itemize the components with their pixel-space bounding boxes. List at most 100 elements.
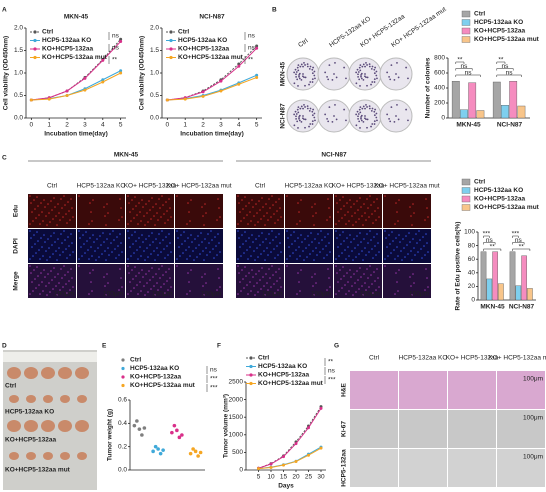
- cell: [214, 236, 216, 238]
- x-tick-label: 5: [257, 474, 261, 481]
- cell: [342, 196, 344, 198]
- cell: [271, 195, 273, 197]
- cell: [128, 202, 130, 204]
- cell: [147, 221, 149, 223]
- cell: [364, 247, 366, 249]
- cell: [401, 259, 403, 261]
- cell: [427, 251, 429, 253]
- cell: [272, 274, 274, 276]
- colony: [301, 117, 304, 120]
- cell: [66, 257, 68, 259]
- colony: [295, 73, 297, 76]
- cell: [105, 294, 107, 296]
- annotation: **: [112, 57, 118, 64]
- y-tick-label: 0.4: [118, 420, 127, 427]
- cell: [369, 195, 371, 197]
- cell: [368, 216, 370, 218]
- cell: [219, 216, 221, 218]
- cell: [276, 245, 278, 247]
- colony: [302, 73, 304, 75]
- cell: [60, 198, 62, 200]
- colony: [366, 106, 368, 108]
- cell: [384, 265, 386, 267]
- cell: [55, 215, 57, 217]
- cell: [37, 205, 39, 207]
- cell: [295, 249, 297, 251]
- colony: [304, 84, 306, 87]
- cell: [43, 199, 45, 201]
- cell: [105, 224, 107, 226]
- cell: [356, 200, 358, 202]
- cell: [397, 290, 399, 292]
- legend-marker: [249, 373, 253, 377]
- cell: [212, 248, 214, 250]
- bracket: [483, 248, 502, 251]
- cell: [352, 224, 354, 226]
- colony: [386, 113, 389, 116]
- y-tick-label: 0: [239, 467, 243, 474]
- cell: [42, 220, 44, 222]
- legend-marker: [33, 47, 37, 51]
- colony: [313, 70, 316, 73]
- cell: [65, 213, 67, 215]
- colony: [334, 103, 336, 106]
- data-point: [183, 97, 187, 101]
- cell: [300, 234, 302, 236]
- cell: [264, 224, 266, 226]
- cell: [378, 251, 380, 253]
- cell: [404, 256, 406, 258]
- x-tick-label: 20: [292, 474, 300, 481]
- cell: [278, 233, 280, 235]
- cell: [358, 218, 360, 220]
- cell: [98, 256, 100, 258]
- y-tick-label: 0.0: [14, 115, 23, 122]
- cell: [367, 207, 369, 209]
- cell: [169, 277, 171, 279]
- cell: [426, 277, 428, 279]
- cell: [312, 285, 314, 287]
- cell: [424, 254, 426, 256]
- cell: [218, 277, 220, 279]
- cell: [61, 277, 63, 279]
- cell: [309, 253, 311, 255]
- cell: [244, 266, 246, 268]
- colony: [373, 110, 376, 113]
- cell: [130, 255, 132, 257]
- cell: [247, 223, 249, 225]
- cell: [376, 268, 378, 270]
- cell: [46, 294, 48, 296]
- cell: [395, 272, 397, 274]
- cell: [411, 224, 413, 226]
- colony: [311, 123, 314, 125]
- cell: [251, 234, 253, 236]
- colony: [366, 64, 368, 66]
- data-point: [153, 444, 158, 449]
- micrograph: [175, 194, 223, 228]
- cell: [154, 294, 156, 296]
- cell: [265, 273, 267, 275]
- data-point: [282, 455, 285, 459]
- cell: [100, 244, 102, 246]
- cell: [44, 206, 46, 208]
- cell: [290, 234, 292, 236]
- cell: [140, 220, 142, 222]
- cell: [192, 250, 194, 252]
- cell: [151, 197, 153, 199]
- cell: [316, 254, 318, 256]
- cell: [141, 234, 143, 236]
- cell: [65, 248, 67, 250]
- cell: [336, 237, 338, 239]
- chart-title: NCI-N87: [199, 14, 225, 21]
- cell: [91, 290, 93, 292]
- micrograph: [175, 264, 223, 298]
- cell: [368, 251, 370, 253]
- cell: [209, 251, 211, 253]
- cell: [279, 277, 281, 279]
- cell: [129, 246, 131, 248]
- cell: [341, 252, 343, 254]
- cell: [205, 247, 207, 249]
- colony: [375, 112, 378, 115]
- cell: [68, 280, 70, 282]
- colony: [327, 120, 330, 123]
- cell: [335, 265, 337, 267]
